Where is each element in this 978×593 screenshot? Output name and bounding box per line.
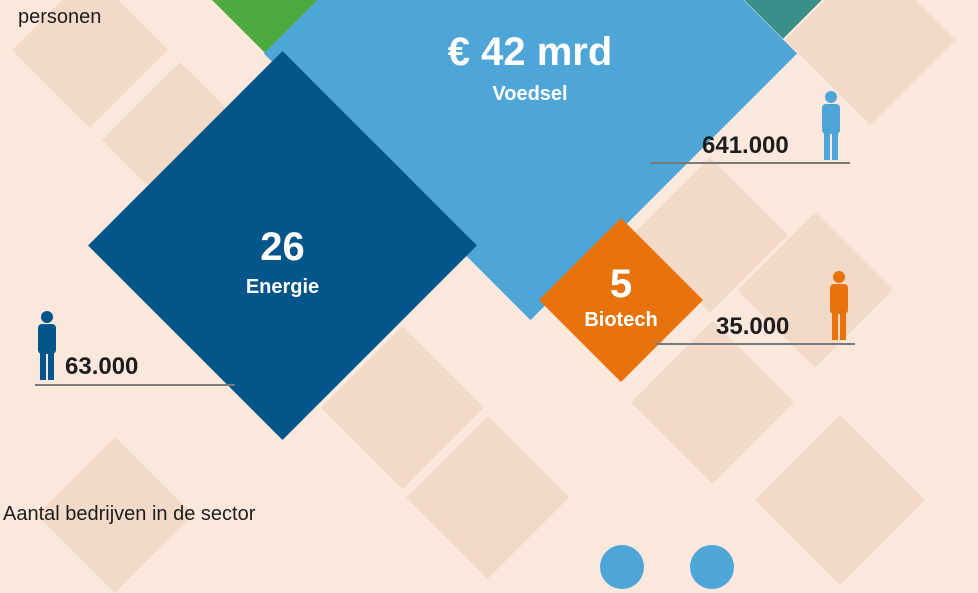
biotech-employees: 35.000: [716, 313, 790, 340]
voedsel-name: Voedsel: [492, 83, 568, 105]
biotech-name: Biotech: [584, 309, 658, 331]
person-icon: [830, 271, 848, 340]
header-caption: personen: [18, 6, 102, 28]
voedsel-rule: [650, 162, 850, 164]
energie-label: 26 Energie: [200, 225, 365, 299]
bottom-circle: [600, 545, 644, 589]
biotech-rule: [655, 343, 855, 345]
biotech-value: 5: [609, 262, 633, 306]
energie-employees: 63.000: [65, 353, 139, 380]
energie-name: Energie: [245, 276, 320, 298]
bg-tile: [755, 415, 925, 585]
bg-tile: [785, 0, 955, 125]
voedsel-employees: 641.000: [702, 132, 789, 159]
bottom-circle: [690, 545, 734, 589]
person-icon: [822, 91, 840, 160]
biotech-label: 5 Biotech: [563, 262, 679, 332]
energie-rule: [35, 384, 235, 386]
voedsel-label: € 42 mrd Voedsel: [420, 30, 640, 106]
voedsel-value: € 42 mrd: [447, 30, 613, 74]
footer-caption: Aantal bedrijven in de sector: [3, 503, 256, 525]
energie-value: 26: [260, 225, 305, 269]
person-icon: [38, 311, 56, 380]
